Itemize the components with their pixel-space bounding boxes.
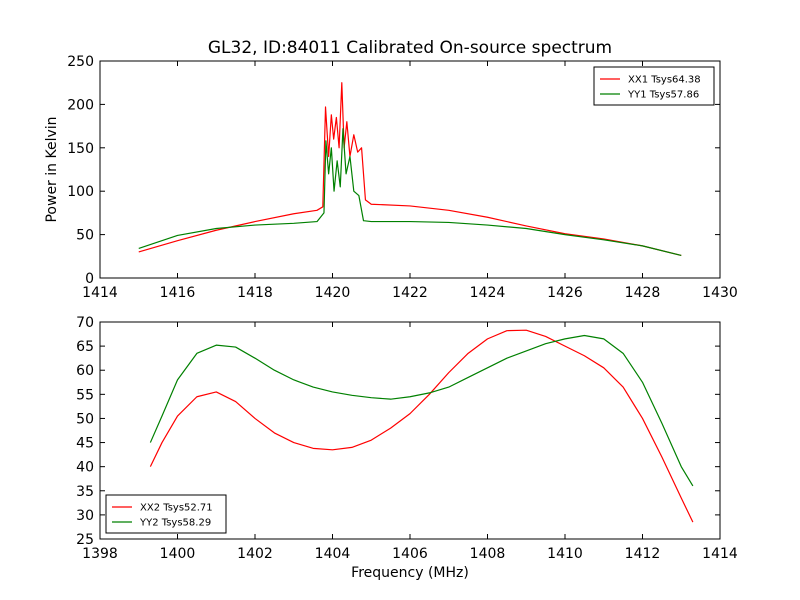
- y-tick-label: 100: [67, 184, 94, 200]
- x-tick-label: 1424: [470, 285, 506, 301]
- y-tick-label: 70: [76, 315, 94, 331]
- x-tick-label: 1414: [82, 285, 118, 301]
- legend-entry: YY1 Tsys57.86: [627, 90, 699, 101]
- y-tick-label: 50: [76, 228, 94, 244]
- y-tick-label: 55: [76, 387, 94, 403]
- x-tick-label: 1410: [547, 546, 583, 562]
- x-tick-label: 1400: [160, 546, 196, 562]
- x-tick-label: 1422: [392, 285, 428, 301]
- y-tick-label: 30: [76, 508, 94, 524]
- y-tick-label: 200: [67, 97, 94, 113]
- top-subplot: 1414 1416 1418 1420 1422 1424 1426 1428 1430 0 50 1…: [44, 54, 738, 301]
- figure-title: GL32, ID:84011 Calibrated On-source spec…: [208, 38, 612, 58]
- x-tick-label: 1414: [702, 546, 738, 562]
- legend-entry: XX2 Tsys52.71: [140, 503, 213, 514]
- x-tick-label: 1428: [625, 285, 661, 301]
- x-tick-label: 1398: [82, 546, 118, 562]
- legend-entry: XX1 Tsys64.38: [628, 75, 701, 86]
- x-tick-label: 1416: [160, 285, 196, 301]
- y-tick-label: 40: [76, 460, 94, 476]
- y-tick-label: 60: [76, 363, 94, 379]
- x-tick-label: 1418: [237, 285, 273, 301]
- legend-box: [593, 66, 715, 106]
- y-tick-label: 250: [67, 54, 94, 70]
- bottom-subplot: 1398 1400 1402 1404 1406 1408 1410 1412 1414 25 30…: [76, 315, 738, 562]
- series-line-1: [149, 329, 694, 523]
- legend: XX2 Tsys52.71 YY2 Tsys58.29: [105, 494, 227, 534]
- series-line-2: [149, 334, 694, 487]
- y-tick-label: 25: [76, 532, 94, 548]
- y-axis-label: Power in Kelvin: [44, 116, 60, 222]
- x-tick-label: 1420: [315, 285, 351, 301]
- legend: XX1 Tsys64.38 YY1 Tsys57.86: [593, 66, 715, 106]
- legend-entry: YY2 Tsys58.29: [139, 518, 211, 529]
- x-tick-label: 1426: [547, 285, 583, 301]
- series-line-2: [138, 128, 682, 257]
- y-tick-label: 50: [76, 411, 94, 427]
- x-tick-label: 1406: [392, 546, 428, 562]
- x-tick-label: 1408: [470, 546, 506, 562]
- x-tick-label: 1430: [702, 285, 738, 301]
- y-tick-label: 150: [67, 141, 94, 157]
- y-tick-label: 45: [76, 436, 94, 452]
- legend-box: [105, 494, 227, 534]
- y-tick-label: 65: [76, 339, 94, 355]
- x-tick-label: 1404: [315, 546, 351, 562]
- x-tick-label: 1412: [625, 546, 661, 562]
- x-axis-label: Frequency (MHz): [351, 565, 469, 581]
- x-tick-label: 1402: [237, 546, 273, 562]
- y-tick-label: 35: [76, 484, 94, 500]
- y-tick-label: 0: [85, 271, 94, 287]
- series-line-1: [138, 82, 682, 257]
